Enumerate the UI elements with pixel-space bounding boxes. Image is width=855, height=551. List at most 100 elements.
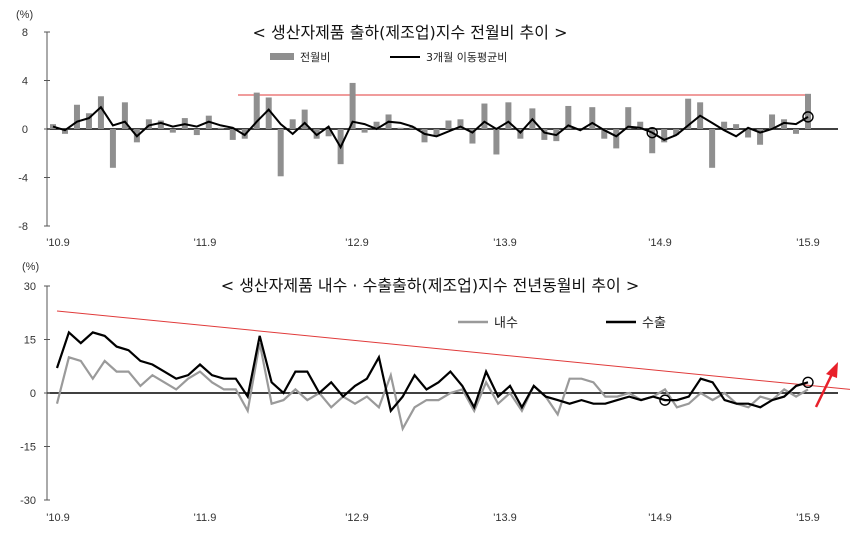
- bar: [457, 119, 464, 129]
- bar: [169, 129, 176, 133]
- bottom-chart-title: < 생산자제품 내수 · 수출출하(제조업)지수 전년동월비 추이 >: [221, 276, 640, 295]
- y-tick-label: -4: [18, 173, 28, 185]
- legend-export-label: 수출: [642, 316, 666, 331]
- bar: [709, 129, 716, 168]
- x-tick-label: '10.9: [46, 512, 70, 524]
- bar: [325, 129, 332, 137]
- bar: [301, 109, 308, 129]
- bar: [97, 96, 104, 129]
- x-tick-label: '12.9: [345, 237, 369, 249]
- bar: [193, 129, 200, 136]
- x-tick-label: '15.9: [796, 512, 820, 524]
- bar: [625, 107, 632, 129]
- bar: [541, 129, 548, 140]
- bar: [73, 104, 80, 129]
- y-tick-label: 15: [24, 335, 36, 347]
- y-tick-label: -8: [18, 221, 28, 233]
- y-tick-label: 30: [24, 281, 36, 293]
- bar: [481, 103, 488, 129]
- bottom-trend-line: [56, 310, 851, 390]
- bar: [373, 121, 380, 129]
- bar: [589, 107, 596, 129]
- bar: [229, 129, 236, 140]
- x-tick-label: '11.9: [194, 512, 217, 524]
- bar: [253, 92, 260, 129]
- bar: [505, 102, 512, 129]
- bar: [469, 129, 476, 144]
- bar: [145, 119, 152, 129]
- top-x-ticks: '10.9 '11.9 '12.9 '13.9 '14.9 '15.9: [46, 237, 820, 249]
- bar: [781, 119, 788, 129]
- bar: [757, 129, 764, 145]
- top-y-ticks: 8 4 0 -4 -8: [18, 27, 50, 233]
- bar: [265, 97, 272, 129]
- bottom-y-ticks: 30 15 0 -15 -30: [20, 281, 50, 507]
- up-arrow-icon: [814, 362, 838, 408]
- y-tick-label: -30: [20, 495, 36, 507]
- circle-marker: [802, 111, 814, 123]
- bar: [445, 120, 452, 129]
- top-y-unit: (%): [16, 9, 33, 21]
- domestic-line: [55, 342, 809, 432]
- y-tick-label: 0: [22, 124, 28, 136]
- x-tick-label: '14.9: [648, 512, 672, 524]
- bar: [733, 124, 740, 129]
- bar: [109, 129, 116, 168]
- bar: [601, 129, 608, 139]
- x-tick-label: '13.9: [493, 512, 517, 524]
- x-tick-label: '11.9: [194, 237, 217, 249]
- x-tick-label: '13.9: [493, 237, 517, 249]
- bar: [493, 129, 500, 155]
- legend-bar-swatch: [270, 53, 294, 60]
- bar: [637, 121, 644, 129]
- bar: [673, 129, 680, 136]
- bar: [61, 129, 68, 134]
- bar: [685, 98, 692, 129]
- bar: [277, 129, 284, 177]
- bottom-circled-points: [659, 376, 814, 406]
- circle-marker: [646, 126, 658, 139]
- x-tick-label: '14.9: [648, 237, 672, 249]
- bar: [121, 102, 128, 129]
- bar: [157, 120, 164, 129]
- x-tick-label: '10.9: [46, 237, 70, 249]
- y-tick-label: 0: [30, 388, 36, 400]
- circle-marker: [659, 394, 671, 406]
- top-chart-title: < 생산자제품 출하(제조업)지수 전월비 추이 >: [253, 23, 568, 42]
- circle-marker: [802, 376, 814, 388]
- y-tick-label: 8: [22, 27, 28, 39]
- top-moving-average-line: [52, 105, 809, 150]
- bar: [433, 129, 440, 137]
- bar: [217, 127, 224, 129]
- bar: [649, 129, 656, 154]
- bar: [661, 129, 668, 143]
- bar: [409, 126, 416, 129]
- bar: [769, 114, 776, 129]
- bar: [397, 127, 404, 129]
- y-tick-label: 4: [22, 76, 28, 88]
- bar: [361, 129, 368, 133]
- legend-line-label: 3개월 이동평균비: [426, 51, 507, 64]
- bar: [721, 121, 728, 129]
- bar: [421, 129, 428, 143]
- x-tick-label: '12.9: [345, 512, 369, 524]
- legend-bar-label: 전월비: [300, 51, 330, 64]
- legend-domestic-label: 내수: [494, 316, 518, 331]
- bar: [349, 82, 356, 129]
- bar: [289, 119, 296, 129]
- bar: [565, 105, 572, 129]
- bottom-y-unit: (%): [22, 261, 39, 273]
- export-line: [55, 330, 809, 414]
- bar: [613, 129, 620, 149]
- x-tick-label: '15.9: [796, 237, 820, 249]
- bar: [85, 113, 92, 129]
- bottom-x-ticks: '10.9 '11.9 '12.9 '13.9 '14.9 '15.9: [46, 512, 820, 524]
- bar: [50, 124, 56, 129]
- y-tick-label: -15: [20, 442, 36, 454]
- top-circled-points: [646, 111, 814, 139]
- bar: [793, 129, 800, 134]
- bar: [745, 129, 752, 138]
- top-chart: < 생산자제품 출하(제조업)지수 전월비 추이 > (%) 전월비 3개월 이…: [16, 9, 838, 249]
- bottom-chart: < 생산자제품 내수 · 수출출하(제조업)지수 전년동월비 추이 > (%) …: [20, 261, 851, 524]
